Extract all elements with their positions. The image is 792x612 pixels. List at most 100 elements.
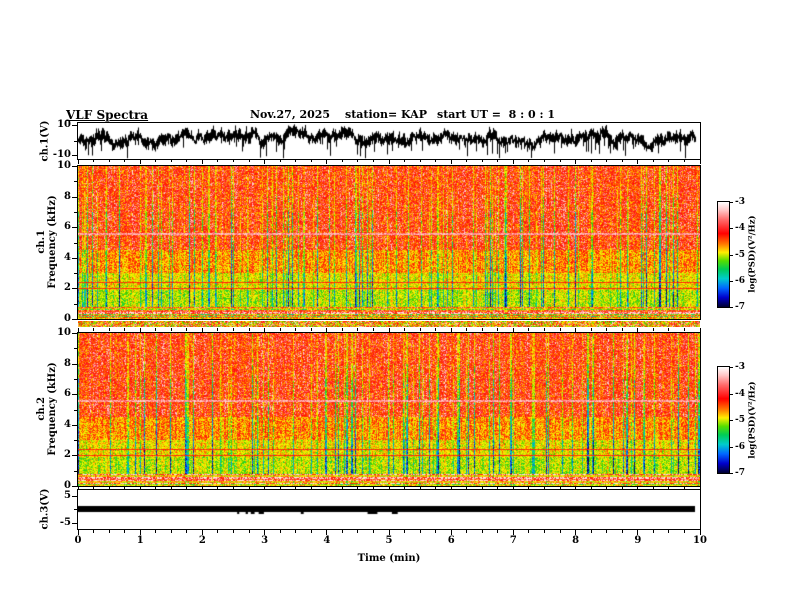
y-tick [74,212,77,213]
colorbar-tick-label: -6 [735,442,745,452]
x-tick [93,160,95,162]
x-tick [341,487,343,489]
x-tick [108,160,110,162]
x-tick [170,487,172,489]
x-tick-label: 8 [572,535,580,546]
colorbar-tick [729,394,733,395]
x-tick [528,487,530,489]
x-tick [155,328,157,331]
colorbar-tick [729,228,733,229]
x-tick [699,160,701,164]
y-tick-label: 2 [64,449,71,460]
x-tick [310,328,312,331]
ch1-spectrogram-canvas [78,166,700,319]
x-tick-label: 4 [323,535,331,546]
x-tick [295,530,297,533]
x-tick [575,328,577,333]
x-tick [606,328,608,331]
y-tick-label: 4 [64,252,71,263]
x-tick [124,160,126,162]
y-tick [72,166,77,167]
inter-panel-indicator-strip [78,321,700,327]
x-tick [466,530,468,533]
x-tick [264,160,266,164]
x-tick [201,487,203,489]
ch1-frequency-axis-label: ch.1 Frequency (kHz) [36,195,58,288]
colorbar-tick [729,473,733,474]
y-tick [72,333,77,334]
y-tick-label: 10 [57,119,71,130]
x-tick [279,160,281,162]
x-tick [295,160,297,162]
y-tick [72,425,77,426]
x-tick [544,328,545,331]
x-tick [310,160,312,162]
x-tick [233,530,234,533]
x-tick [497,530,499,533]
time-axis-label: Time (min) [357,553,421,564]
x-tick [341,530,343,533]
x-tick [652,530,654,533]
x-tick-label: 2 [198,535,206,546]
y-tick [74,410,77,411]
x-tick [481,160,483,162]
x-tick [652,160,654,162]
x-tick [621,328,623,331]
x-tick [357,328,359,331]
x-tick [139,530,141,535]
y-tick [72,486,77,487]
ch2-spectrogram-canvas [78,333,700,486]
x-tick [419,160,421,162]
x-tick [217,487,219,489]
x-tick [559,328,561,331]
y-tick [72,394,77,395]
y-tick-label: 6 [64,388,71,399]
x-tick [668,160,670,162]
x-tick [357,160,359,162]
y-tick [74,379,77,380]
x-tick [652,328,654,331]
x-tick [528,160,530,162]
x-tick [295,328,297,331]
x-tick [683,328,685,331]
y-tick [72,288,77,289]
colorbar-tick [729,307,733,308]
x-tick [575,487,577,489]
x-tick [497,487,499,489]
x-tick [248,487,250,489]
x-tick [201,328,203,333]
x-tick [450,530,452,535]
x-tick [372,530,374,533]
x-tick [233,160,234,162]
x-tick [419,487,421,489]
colorbar-tick-label: -3 [735,362,745,372]
x-tick-label: 6 [447,535,455,546]
x-tick [544,160,545,162]
x-tick-label: 10 [693,535,707,546]
x-tick [248,530,250,533]
x-tick [528,530,530,533]
x-tick [186,530,188,533]
x-tick [450,160,452,164]
ch1-waveform-panel [77,122,701,160]
colorbar-tick [729,202,733,203]
x-tick [201,530,203,535]
x-tick-label: 7 [509,535,517,546]
x-tick [93,530,95,533]
x-tick [512,160,514,164]
x-tick-label: 5 [385,535,393,546]
x-tick [170,530,172,533]
x-tick [466,328,468,331]
colorbar-tick [729,255,733,256]
x-tick [699,530,701,535]
x-tick [450,487,452,489]
x-tick [357,487,359,489]
x-tick [637,487,639,489]
x-tick [108,487,110,489]
ch3-waveform-canvas [78,490,700,529]
x-tick [186,160,188,162]
x-tick [637,328,639,333]
x-tick [326,530,328,535]
colorbar-tick-label: -6 [735,276,745,286]
y-tick-label: 6 [64,221,71,232]
